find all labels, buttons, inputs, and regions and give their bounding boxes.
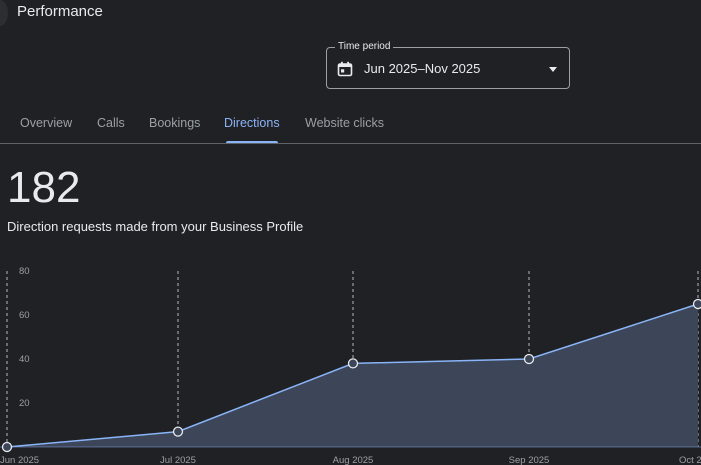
tab-bookings[interactable]: Bookings xyxy=(149,116,201,130)
data-point-4 xyxy=(692,298,701,310)
header-avatar-edge xyxy=(0,0,8,26)
data-point-2 xyxy=(347,358,359,369)
data-point-1 xyxy=(172,426,184,437)
time-period-label: Time period xyxy=(335,41,394,52)
page-title: Performance xyxy=(17,3,103,20)
tab-directions[interactable]: Directions xyxy=(224,116,280,130)
tab-overview[interactable]: Overview xyxy=(20,116,73,130)
x-tick-label: Oct 2025 xyxy=(679,455,701,465)
data-point-3 xyxy=(523,353,535,365)
y-tick-label: 60 xyxy=(19,310,30,321)
time-period-value: Jun 2025–Nov 2025 xyxy=(364,61,481,76)
tabs-divider xyxy=(0,143,701,144)
time-period-select[interactable]: Time period Jun 2025–Nov 2025 xyxy=(326,41,570,89)
x-tick-label: Aug 2025 xyxy=(333,455,374,465)
data-point-0 xyxy=(1,441,13,453)
x-tick-label: Jul 2025 xyxy=(160,455,196,465)
x-tick-label: Sep 2025 xyxy=(509,455,550,465)
y-tick-label: 40 xyxy=(19,354,30,365)
area-fill xyxy=(7,304,698,447)
dropdown-arrow-icon[interactable] xyxy=(549,67,557,72)
tab-website-clicks[interactable]: Website clicks xyxy=(305,116,384,130)
metric-tabs: Overview Calls Bookings Directions Websi… xyxy=(0,108,701,144)
metric-value: 182 xyxy=(7,163,81,212)
active-tab-indicator xyxy=(226,141,278,144)
x-tick-label: Jun 2025 xyxy=(0,455,39,465)
y-tick-label: 80 xyxy=(19,266,30,277)
y-tick-label: 20 xyxy=(19,398,30,409)
metric-description: Direction requests made from your Busine… xyxy=(7,219,304,234)
tab-calls[interactable]: Calls xyxy=(97,116,125,130)
directions-chart: 20 40 60 80 Jun 2025 Jul 2025 Aug 2025 Sep 2025… xyxy=(0,266,701,465)
calendar-icon xyxy=(337,61,353,77)
